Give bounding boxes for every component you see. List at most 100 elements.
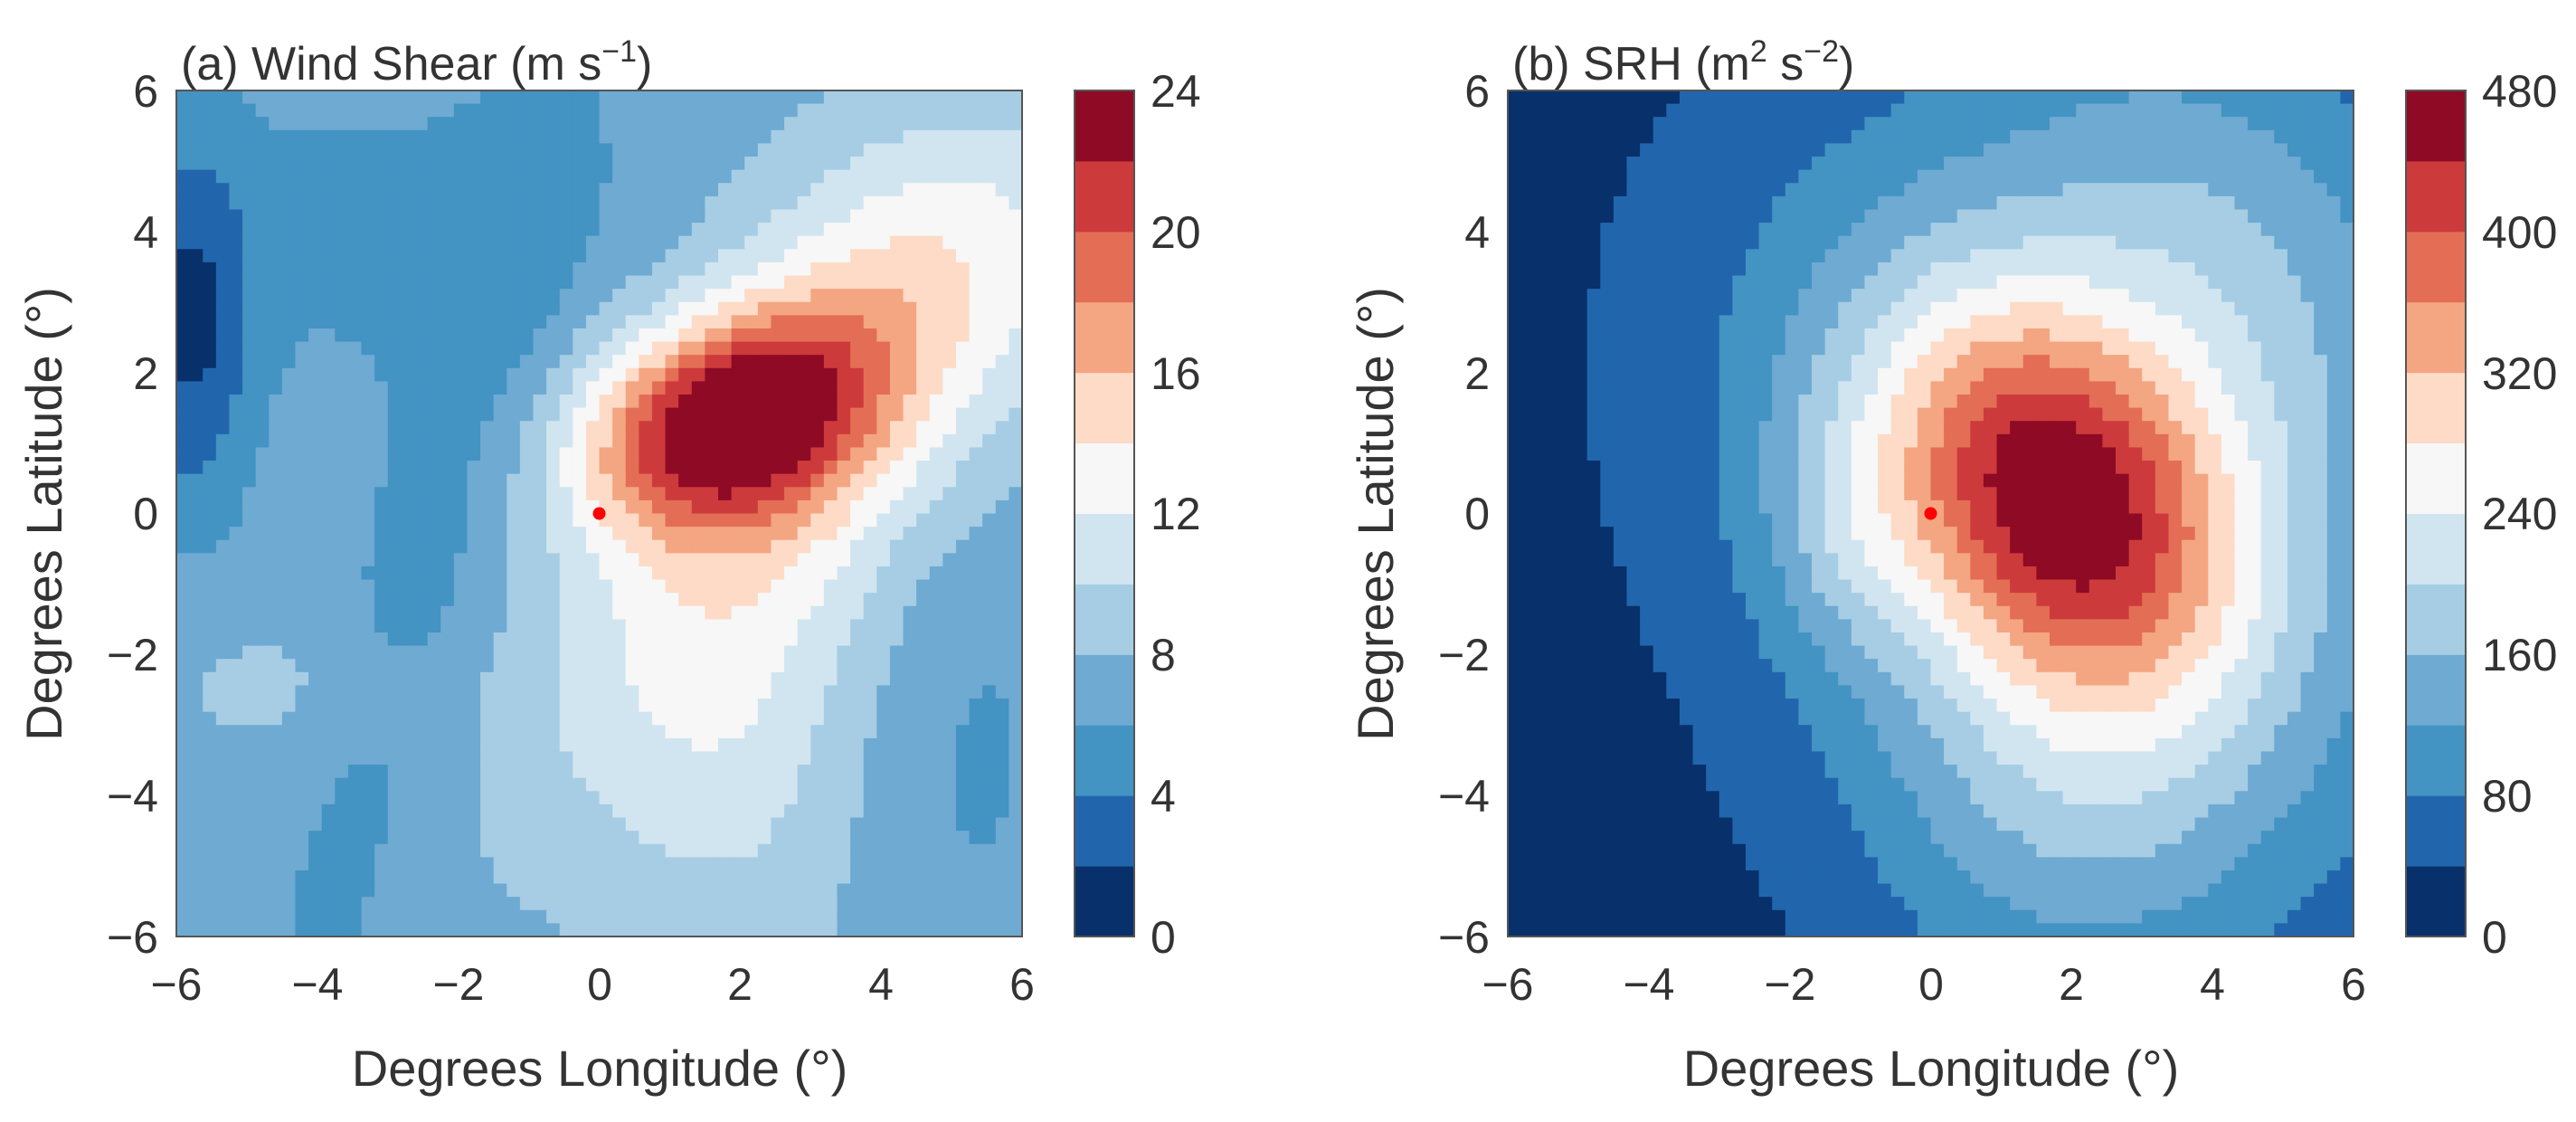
heatmap-cell <box>2088 223 2104 237</box>
heatmap-cell <box>519 883 535 898</box>
heatmap-cell <box>493 579 507 594</box>
heatmap-cell <box>955 513 971 528</box>
heatmap-cell <box>744 275 759 290</box>
heatmap-cell <box>1944 249 1958 263</box>
heatmap-cell <box>1930 249 1945 263</box>
heatmap-cell <box>955 407 971 422</box>
heatmap-cell <box>1692 195 1707 211</box>
heatmap-cell <box>691 791 706 805</box>
heatmap-cell <box>1613 90 1628 105</box>
heatmap-cell <box>189 659 204 673</box>
heatmap-cell <box>255 395 270 409</box>
heatmap-cell <box>916 725 931 739</box>
heatmap-cell <box>2022 223 2037 237</box>
heatmap-cell <box>255 870 270 885</box>
heatmap-cell <box>215 751 231 765</box>
heatmap-cell <box>744 117 759 131</box>
heatmap-cell <box>1574 169 1588 184</box>
heatmap-cell <box>335 513 349 528</box>
heatmap-cell <box>440 487 455 501</box>
heatmap-cell <box>969 157 983 171</box>
heatmap-cell <box>2314 209 2328 223</box>
heatmap-cell <box>612 909 627 924</box>
heatmap-cell <box>969 223 983 237</box>
heatmap-cell <box>982 791 997 805</box>
heatmap-cell <box>361 883 375 898</box>
heatmap-cell <box>1653 129 1667 145</box>
heatmap-cell <box>969 461 983 475</box>
panel-b-title-exp2: −2 <box>1804 34 1839 69</box>
heatmap-cell <box>955 659 971 673</box>
heatmap-cell <box>2260 103 2275 118</box>
heatmap-cell <box>678 711 693 726</box>
heatmap-cell <box>1520 209 1535 223</box>
heatmap-cell <box>387 831 402 845</box>
heatmap-cell <box>889 857 904 871</box>
heatmap-cell <box>295 737 309 753</box>
heatmap-cell <box>823 791 838 805</box>
heatmap-cell <box>876 461 891 475</box>
heatmap-cell <box>269 117 283 131</box>
heatmap-cell <box>413 513 429 528</box>
heatmap-cell <box>903 751 917 765</box>
heatmap-cell <box>453 659 469 673</box>
heatmap-cell <box>295 579 309 594</box>
heatmap-cell <box>480 169 495 184</box>
heatmap-cell <box>559 791 573 805</box>
panel-a-origin-marker <box>592 507 606 520</box>
heatmap-cell <box>189 195 204 211</box>
heatmap-cell <box>413 195 429 211</box>
heatmap-cell <box>546 341 561 356</box>
heatmap-cell <box>889 725 904 739</box>
heatmap-cell <box>281 791 297 805</box>
heatmap-cell <box>625 817 639 832</box>
heatmap-cell <box>625 275 639 290</box>
heatmap-cell <box>335 553 349 567</box>
heatmap-cell <box>546 433 561 449</box>
heatmap-cell <box>599 157 613 171</box>
heatmap-cell <box>507 395 521 409</box>
heatmap-cell <box>982 817 997 832</box>
heatmap-cell <box>2194 90 2209 105</box>
heatmap-cell <box>889 659 904 673</box>
heatmap-cell <box>599 223 613 237</box>
heatmap-cell <box>546 487 561 501</box>
heatmap-cell <box>546 909 561 924</box>
heatmap-cell <box>771 632 785 647</box>
heatmap-cell <box>229 223 243 237</box>
heatmap-cell <box>189 791 204 805</box>
heatmap-cell <box>533 883 547 898</box>
heatmap-cell <box>665 395 679 409</box>
panel-a-ytick: −2 <box>107 630 158 680</box>
heatmap-cell <box>771 433 785 449</box>
heatmap-cell <box>1838 195 1852 211</box>
heatmap-cell <box>1600 129 1615 145</box>
heatmap-cell <box>533 843 547 858</box>
heatmap-cell <box>797 249 811 263</box>
heatmap-cell <box>2155 235 2170 250</box>
heatmap-cell <box>1574 261 1588 277</box>
heatmap-cell <box>2155 103 2170 118</box>
heatmap-cell <box>665 619 679 633</box>
heatmap-cell <box>2260 183 2275 197</box>
heatmap-cell <box>242 619 257 633</box>
heatmap-cell <box>480 605 495 620</box>
heatmap-cell <box>1600 169 1615 184</box>
heatmap-cell <box>889 645 904 660</box>
heatmap-cell <box>903 817 917 832</box>
heatmap-cell <box>335 883 349 898</box>
heatmap-cell <box>969 355 983 369</box>
heatmap-cell <box>1600 209 1615 223</box>
heatmap-cell <box>401 195 415 211</box>
heatmap-cell <box>269 487 283 501</box>
heatmap-cell <box>2234 157 2249 171</box>
heatmap-cell <box>639 355 653 369</box>
heatmap-cell <box>401 315 415 329</box>
heatmap-cell <box>480 407 495 422</box>
heatmap-cell <box>507 566 521 581</box>
heatmap-cell <box>916 381 931 395</box>
heatmap-cell <box>413 897 429 911</box>
heatmap-cell <box>982 765 997 779</box>
heatmap-cell <box>203 593 217 607</box>
heatmap-cell <box>757 725 772 739</box>
